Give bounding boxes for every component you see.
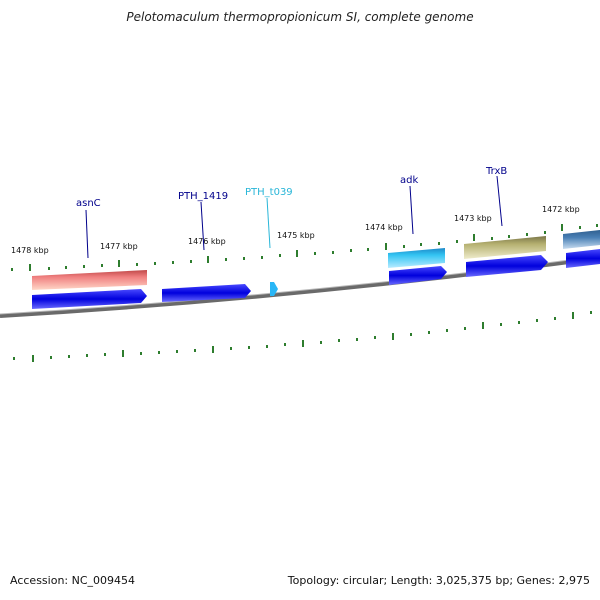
trna-arrow-PTH_t039[interactable] (270, 282, 278, 296)
accession-label: Accession: (10, 574, 69, 587)
feature-label-PTH_1419[interactable]: PTH_1419 (178, 191, 228, 202)
cds-arrow-TrxB[interactable] (466, 255, 548, 277)
tick-label-1474: 1474 kbp (365, 223, 403, 232)
leader-lines (85, 175, 503, 259)
asnC-feature-bar[interactable] (32, 270, 147, 290)
topology-label: Topology: (287, 574, 340, 587)
feature-label-adk[interactable]: adk (400, 175, 418, 186)
feature-label-PTH_t039[interactable]: PTH_t039 (245, 187, 293, 198)
topology-value: circular (342, 574, 384, 587)
accession-value: NC_009454 (71, 574, 136, 587)
TrxB-feature-bar[interactable] (464, 236, 546, 259)
length-label: Length: (390, 574, 433, 587)
cds-arrow-PTH_1419[interactable] (162, 284, 251, 302)
tick-label-1472: 1472 kbp (542, 205, 580, 214)
cds-arrow-asnC[interactable] (32, 289, 147, 309)
tick-label-1475: 1475 kbp (277, 231, 315, 240)
adk-feature-bar[interactable] (388, 248, 445, 268)
map-title: Pelotomaculum thermopropionicum SI, comp… (126, 10, 474, 24)
tick-label-1476: 1476 kbp (188, 237, 226, 246)
length-value: 3,025,375 bp (435, 574, 510, 587)
genome-stats: Topology: circular; Length: 3,025,375 bp… (287, 574, 591, 587)
accession-info: Accession: NC_009454 (10, 574, 135, 587)
genes-label: Genes: (516, 574, 555, 587)
upper-feature-track (32, 230, 600, 290)
cds-arrow-unnamed[interactable] (566, 249, 600, 268)
inner-tick-ring (13, 311, 592, 362)
cds-track (32, 249, 600, 309)
tick-label-1478: 1478 kbp (11, 246, 49, 255)
feature-label-TrxB[interactable]: TrxB (485, 166, 507, 177)
tick-label-1477: 1477 kbp (100, 242, 138, 251)
unnamed-feature-bar[interactable] (563, 230, 600, 249)
outer-tick-ring (11, 224, 598, 271)
genes-value: 2,975 (558, 574, 591, 587)
tick-label-1473: 1473 kbp (454, 214, 492, 223)
feature-label-asnC[interactable]: asnC (76, 198, 101, 209)
cds-arrow-adk[interactable] (389, 266, 447, 285)
